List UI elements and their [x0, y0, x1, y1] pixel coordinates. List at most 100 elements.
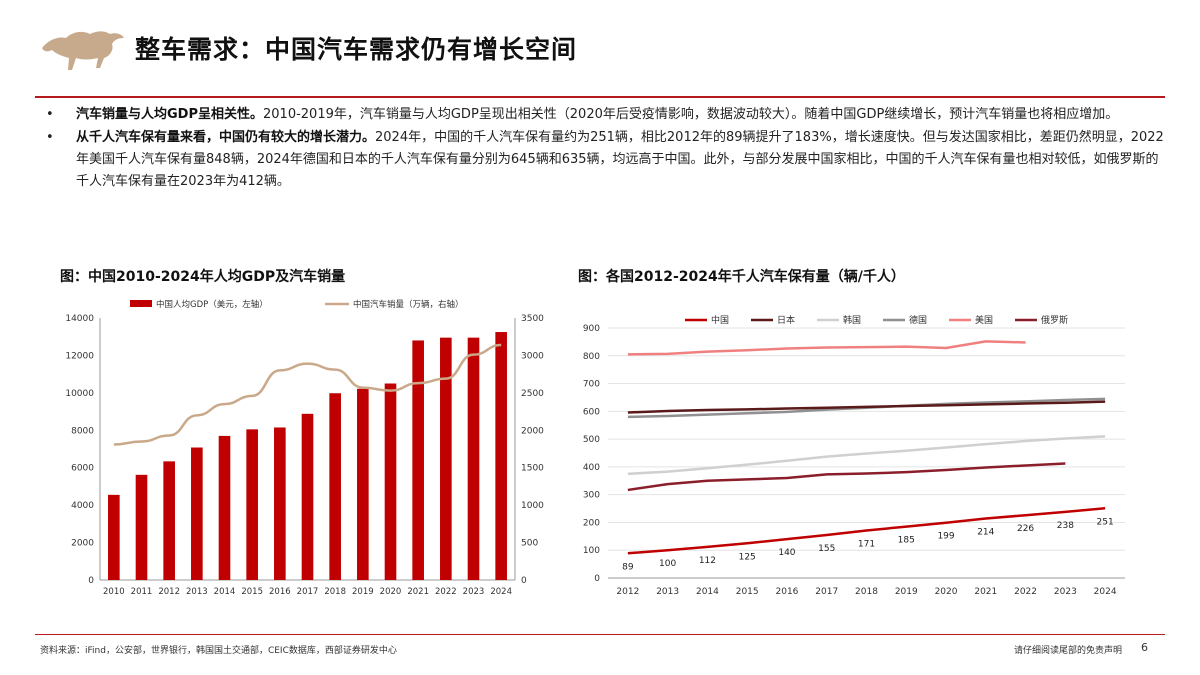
right-axis-tick-label: 1000: [521, 501, 544, 511]
x-axis-tick-label: 2023: [463, 587, 485, 597]
gdp-bar: [412, 340, 424, 580]
china-data-label: 100: [659, 559, 676, 569]
chart2-caption: 图：各国2012-2024年千人汽车保有量（辆/千人）: [578, 269, 905, 285]
china-data-label: 112: [699, 556, 716, 566]
gdp-bar: [218, 435, 231, 580]
left-axis-tick-label: 12000: [65, 351, 94, 361]
x-axis-tick-label: 2022: [435, 587, 457, 597]
x-axis-tick-label: 2016: [269, 587, 291, 597]
y-axis-tick-label: 0: [594, 574, 600, 584]
page-title: 整车需求：中国汽车需求仍有增长空间: [135, 35, 578, 64]
bullet-heading-1: 汽车销量与人均GDP呈相关性。: [76, 107, 263, 122]
y-axis-tick-label: 200: [583, 518, 600, 528]
chart1-caption: 图：中国2010-2024年人均GDP及汽车销量: [60, 269, 346, 285]
legend-label-gdp: 中国人均GDP（美元，左轴）: [156, 299, 268, 310]
right-axis-tick-label: 1500: [521, 464, 544, 474]
y-axis-tick-label: 500: [583, 435, 600, 445]
china-data-label: 214: [977, 528, 994, 538]
legend-label-4: 美国: [975, 314, 993, 326]
left-axis-tick-label: 10000: [65, 389, 94, 399]
bullet-item-2: • 从千人汽车保有量来看，中国仍有较大的增长潜力。2024年，中国的千人汽车保有…: [40, 127, 1170, 193]
gdp-bar: [467, 337, 480, 580]
series-line-4: [627, 340, 1026, 356]
x-axis-tick-label: 2024: [490, 587, 512, 597]
gdp-bar: [274, 427, 286, 580]
x-axis-tick-label: 2019: [352, 587, 374, 597]
china-data-label: 226: [1017, 524, 1034, 534]
legend-label-sales: 中国汽车销量（万辆，右轴）: [353, 299, 464, 310]
sales-line: [113, 343, 502, 446]
x-axis-tick-label: 2021: [974, 587, 997, 597]
series-line-0: [627, 507, 1106, 555]
x-axis-tick-label: 2022: [1014, 587, 1037, 597]
bullet-dot: •: [46, 130, 54, 145]
page-number: 6: [1141, 641, 1148, 654]
bullet-text-2: 2024年，中国的千人汽车保有量约为251辆，相比2012年的89辆提升了183…: [76, 130, 1164, 189]
right-axis-tick-label: 2500: [521, 389, 544, 399]
legend-label-5: 俄罗斯: [1041, 314, 1068, 326]
china-data-label: 171: [858, 540, 875, 550]
x-axis-tick-label: 2013: [186, 587, 208, 597]
china-data-label: 125: [739, 552, 756, 562]
gdp-bar: [301, 413, 314, 580]
china-data-label: 140: [778, 548, 795, 558]
y-axis-tick-label: 100: [583, 546, 600, 556]
y-axis-tick-label: 400: [583, 463, 600, 473]
gdp-bar: [495, 332, 507, 580]
series-line-2: [627, 435, 1106, 476]
x-axis-tick-label: 2015: [241, 587, 263, 597]
right-axis-tick-label: 2000: [521, 426, 544, 436]
x-axis-tick-label: 2011: [131, 587, 153, 597]
x-axis-tick-label: 2013: [656, 587, 679, 597]
x-axis-tick-label: 2016: [776, 587, 799, 597]
x-axis-tick-label: 2017: [815, 587, 838, 597]
gdp-bar: [108, 494, 120, 580]
x-axis-tick-label: 2018: [324, 587, 346, 597]
bullet-heading-2: 从千人汽车保有量来看，中国仍有较大的增长潜力。: [76, 130, 376, 145]
y-axis-tick-label: 600: [583, 407, 600, 417]
china-data-label: 251: [1097, 517, 1114, 527]
x-axis-tick-label: 2023: [1054, 587, 1077, 597]
disclaimer-link[interactable]: 请仔细阅读尾部的免责声明: [1013, 646, 1122, 656]
right-axis-tick-label: 3500: [521, 314, 544, 324]
left-axis-tick-label: 6000: [71, 464, 94, 474]
china-data-label: 89: [622, 562, 634, 572]
left-axis-tick-label: 14000: [65, 314, 94, 324]
x-axis-tick-label: 2015: [736, 587, 759, 597]
x-axis-tick-label: 2018: [855, 587, 878, 597]
x-axis-tick-label: 2012: [616, 587, 639, 597]
legend-label-2: 韩国: [843, 314, 861, 326]
y-axis-tick-label: 800: [583, 352, 600, 362]
right-axis-tick-label: 0: [521, 576, 527, 586]
footer-divider: [35, 634, 1165, 635]
left-axis-tick-label: 0: [88, 576, 94, 586]
x-axis-tick-label: 2010: [103, 587, 125, 597]
bullet-text-1: 2010-2019年，汽车销量与人均GDP呈现出相关性（2020年后受疫情影响，…: [263, 107, 1119, 122]
bullet-dot: •: [46, 107, 54, 122]
y-axis-tick-label: 300: [583, 491, 600, 501]
gdp-sales-chart: 0 2000 4000 6000 8000 10000 12000 14000 0 500 1000…: [65, 299, 544, 597]
header-divider: [35, 96, 1165, 98]
gdp-bar: [440, 337, 452, 580]
gdp-bar: [329, 393, 341, 580]
gdp-bar: [135, 474, 148, 580]
left-axis-tick-label: 8000: [71, 426, 94, 436]
x-axis-tick-label: 2014: [696, 587, 719, 597]
bull-logo: [42, 31, 124, 70]
china-data-label: 199: [937, 532, 954, 542]
x-axis-tick-label: 2017: [297, 587, 319, 597]
series-line-5: [627, 462, 1066, 492]
legend-swatch-gdp: [130, 300, 152, 307]
source-note: 资料来源：iFind，公安部，世界银行，韩国国土交通部，CEIC数据库，西部证券…: [40, 646, 397, 656]
gdp-bar: [384, 383, 397, 580]
legend-label-0: 中国: [711, 314, 729, 326]
right-axis-tick-label: 500: [521, 539, 538, 549]
x-axis-tick-label: 2014: [214, 587, 236, 597]
x-axis-tick-label: 2024: [1094, 587, 1117, 597]
x-axis-tick-label: 2012: [158, 587, 180, 597]
bullet-item-1: • 汽车销量与人均GDP呈相关性。2010-2019年，汽车销量与人均GDP呈现…: [40, 104, 1170, 126]
china-data-label: 185: [898, 536, 915, 546]
y-axis-tick-label: 900: [583, 324, 600, 334]
legend-label-3: 德国: [909, 314, 927, 326]
gdp-bar: [246, 429, 258, 580]
